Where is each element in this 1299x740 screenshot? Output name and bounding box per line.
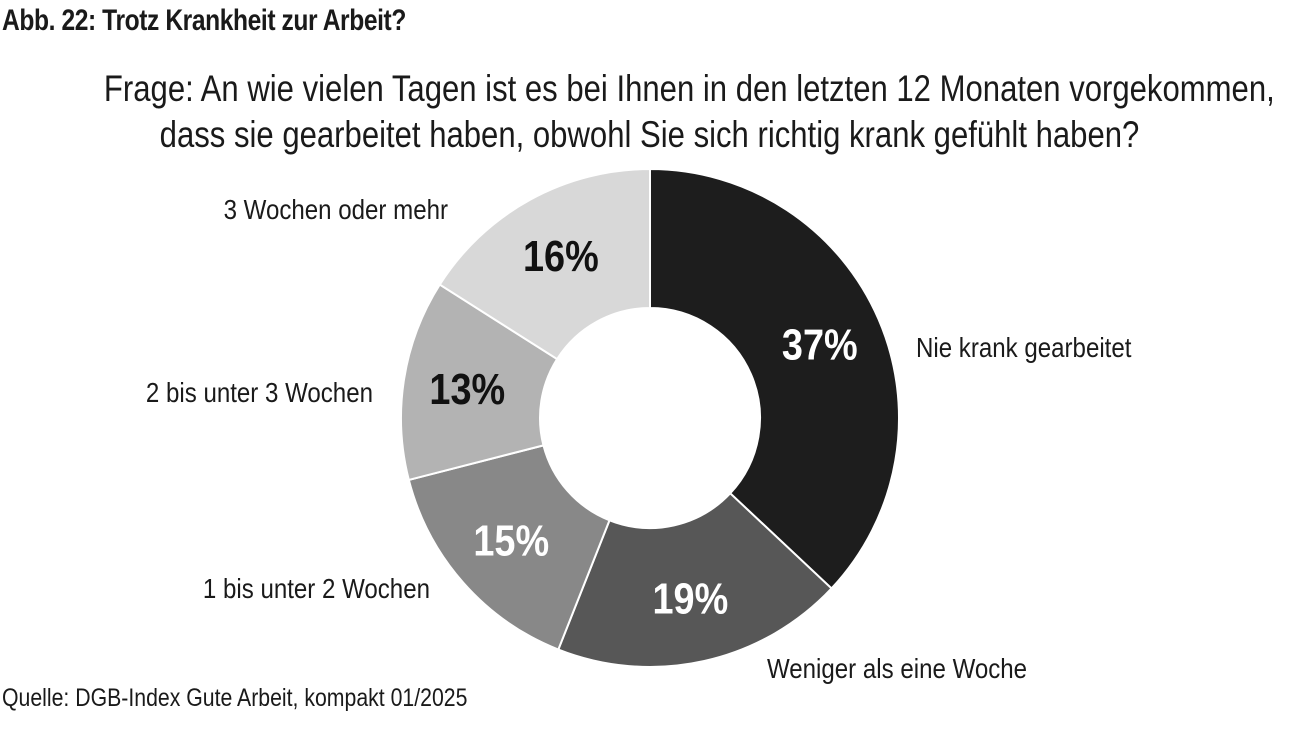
question-text: Frage: An wie vielen Tagen ist es bei Ih… xyxy=(103,66,1275,158)
value-label-4: 13% xyxy=(429,364,505,413)
donut-slice-1 xyxy=(649,167,900,590)
donut-slice-4 xyxy=(400,283,559,482)
source-note: Quelle: DGB-Index Gute Arbeit, kompakt 0… xyxy=(2,684,468,712)
donut-slice-5 xyxy=(438,167,651,361)
donut-slice-2 xyxy=(557,491,833,668)
figure-title: Abb. 22: Trotz Krankheit zur Arbeit? xyxy=(2,4,406,37)
category-label-5: 3 Wochen oder mehr xyxy=(224,193,449,225)
question-line-1: Frage: An wie vielen Tagen ist es bei Ih… xyxy=(103,68,1275,109)
category-label-1: Nie krank gearbeitet xyxy=(916,331,1132,363)
donut-slices xyxy=(400,167,900,668)
value-label-3: 15% xyxy=(473,516,549,565)
donut-category-labels: Nie krank gearbeitet Weniger als eine Woc… xyxy=(146,193,1132,684)
donut-value-labels: 37% 19% 15% 13% 16% xyxy=(429,231,857,623)
category-label-4: 2 bis unter 3 Wochen xyxy=(146,376,373,408)
category-label-2: Weniger als eine Woche xyxy=(767,652,1027,684)
question-line-2: dass sie gearbeitet haben, obwohl Sie si… xyxy=(159,114,1140,155)
value-label-2: 19% xyxy=(653,574,729,623)
value-label-5: 16% xyxy=(523,231,599,280)
donut-slice-3 xyxy=(407,444,611,651)
category-label-3: 1 bis unter 2 Wochen xyxy=(203,572,430,604)
value-label-1: 37% xyxy=(782,320,858,369)
